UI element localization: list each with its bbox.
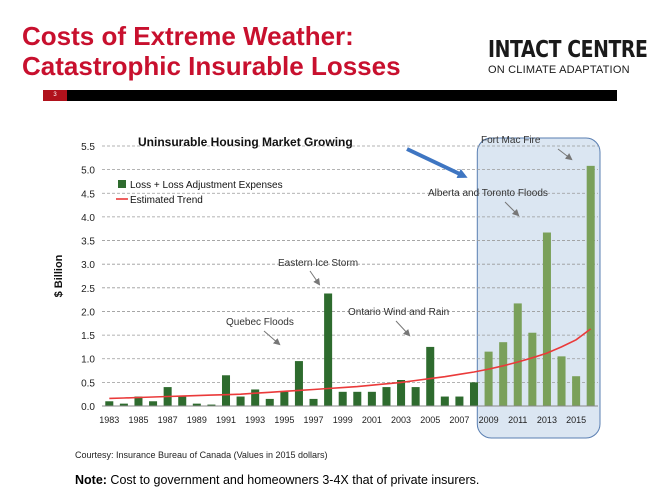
bar (236, 396, 245, 406)
bar (309, 398, 318, 406)
title-line-1: Costs of Extreme Weather: (22, 21, 354, 51)
legend-bar-label: Loss + Loss Adjustment Expenses (130, 180, 283, 191)
header-rule (67, 90, 617, 101)
footnote: Note: Cost to government and homeowners … (75, 473, 479, 487)
bar (353, 391, 362, 406)
y-axis-label: $ Billion (53, 254, 65, 297)
source-credit: Courtesy: Insurance Bureau of Canada (Va… (75, 450, 328, 460)
y-tick-label: 3.5 (81, 237, 95, 248)
bar (572, 376, 581, 406)
bar (178, 396, 187, 406)
y-tick-label: 1.0 (81, 355, 95, 366)
bar (251, 389, 260, 406)
x-tick-label: 2007 (449, 415, 469, 425)
bar (265, 398, 274, 406)
bar (192, 403, 201, 406)
y-tick-label: 0.0 (81, 402, 95, 413)
bar (207, 404, 216, 406)
bar (280, 391, 289, 406)
logo-sub-text: ON CLIMATE ADAPTATION (488, 64, 630, 76)
y-tick-label: 4.5 (81, 189, 95, 200)
x-tick-label: 2011 (508, 415, 527, 425)
x-tick-label: 1983 (99, 415, 119, 425)
annotation-fort-mac: Fort Mac Fire (481, 135, 541, 146)
y-tick-label: 3.0 (81, 260, 95, 271)
bar (221, 375, 231, 406)
slide-title: Costs of Extreme Weather: Catastrophic I… (22, 21, 401, 81)
intact-centre-logo: INTACT CENTRE ON CLIMATE ADAPTATION (488, 38, 648, 76)
annotation-alberta: Alberta and Toronto Floods (428, 188, 548, 199)
x-tick-label: 2013 (537, 415, 557, 425)
bar (542, 232, 551, 406)
y-tick-label: 5.0 (81, 166, 95, 177)
x-tick-label: 2003 (391, 415, 411, 425)
bar (499, 342, 508, 406)
bar (426, 346, 435, 406)
y-tick-label: 1.5 (81, 331, 95, 342)
legend-bar-swatch (118, 180, 126, 188)
bar (484, 351, 493, 406)
bar (324, 293, 333, 406)
x-tick-label: 2009 (479, 415, 499, 425)
x-tick-label: 2001 (362, 415, 382, 425)
bar (382, 387, 391, 406)
fort-mac-pointer (557, 148, 573, 161)
bar (455, 396, 464, 406)
bar (119, 403, 128, 406)
ice-storm-pointer (309, 270, 321, 286)
y-tick-label: 2.5 (81, 284, 95, 295)
bar (338, 391, 347, 406)
note-text: Cost to government and homeowners 3-4X t… (106, 473, 480, 487)
bar (586, 165, 595, 406)
bar (557, 356, 566, 406)
x-tick-label: 1985 (128, 415, 148, 425)
bars-group (105, 165, 595, 406)
title-line-2: Catastrophic Insurable Losses (22, 51, 401, 81)
x-tick-label: 1987 (158, 415, 178, 425)
bar (294, 361, 303, 406)
market-arrow (406, 147, 468, 178)
bar (440, 396, 449, 406)
bar (528, 332, 537, 406)
alberta-pointer (504, 201, 520, 217)
note-label: Note: (75, 473, 107, 487)
annotation-market: Uninsurable Housing Market Growing (138, 135, 353, 149)
x-tick-label: 1997 (304, 415, 324, 425)
gridlines (102, 145, 598, 383)
annotation-ontario: Ontario Wind and Rain (348, 307, 449, 318)
x-tick-label: 1991 (216, 415, 236, 425)
annotation-quebec: Quebec Floods (226, 317, 294, 328)
x-tick-label: 1999 (333, 415, 353, 425)
x-tick-label: 1993 (245, 415, 265, 425)
quebec-pointer (263, 330, 281, 346)
bar (411, 387, 420, 406)
y-axis-ticks: 0.0 0.5 1.0 1.5 2.0 2.5 3.0 3.5 4.0 4.5 5.0 5.5 (81, 142, 95, 413)
y-tick-label: 5.5 (81, 142, 95, 153)
y-tick-label: 4.0 (81, 213, 95, 224)
x-tick-label: 1989 (187, 415, 207, 425)
annotation-ice-storm: Eastern Ice Storm (278, 258, 358, 269)
x-tick-label: 2015 (566, 415, 586, 425)
bar (367, 391, 376, 406)
bar (134, 396, 143, 406)
bar (513, 303, 522, 406)
bar (469, 382, 479, 406)
slide-number: 3 (53, 92, 57, 98)
x-tick-label: 1995 (274, 415, 294, 425)
y-tick-label: 0.5 (81, 378, 95, 389)
y-tick-label: 2.0 (81, 307, 95, 318)
ontario-pointer (395, 320, 411, 337)
trend-line (109, 328, 592, 400)
bar (397, 380, 406, 406)
x-tick-label: 2005 (420, 415, 440, 425)
header-rule-accent (43, 90, 67, 101)
legend-trend-label: Estimated Trend (130, 195, 203, 206)
x-axis-ticks: 1983 1985 1987 1989 1991 1993 1995 1997 1999 2001… (99, 415, 586, 425)
bar (149, 401, 158, 406)
bar (105, 401, 114, 406)
